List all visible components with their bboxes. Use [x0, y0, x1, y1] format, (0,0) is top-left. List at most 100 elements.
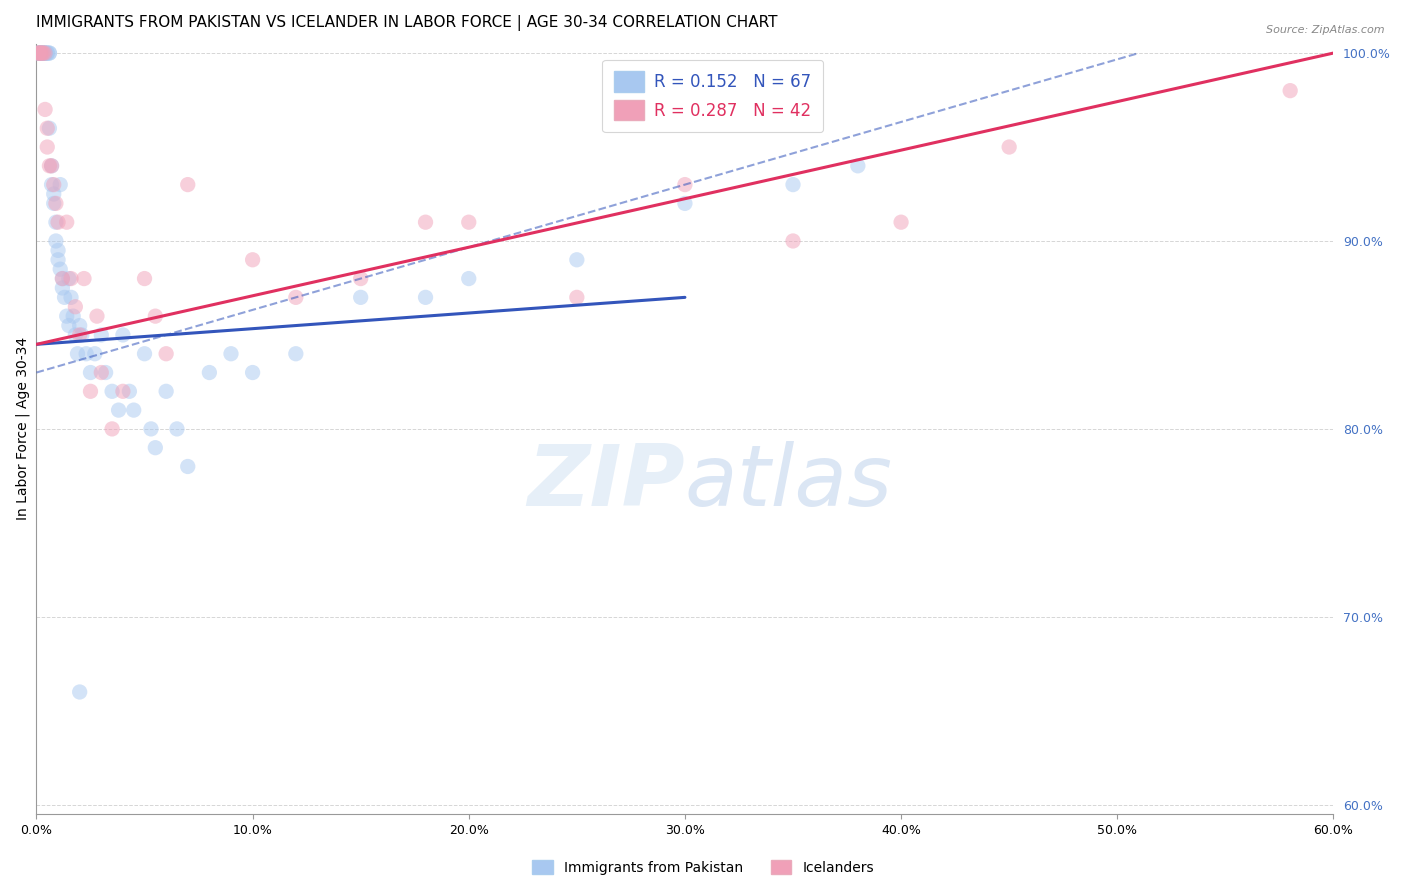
Point: [79, 366, 101, 380]
Point: [415, 290, 437, 304]
Point: [60, 271, 83, 285]
Point: [350, 290, 373, 304]
Point: [177, 459, 200, 474]
Point: [155, 384, 177, 399]
Point: [65, 300, 87, 314]
Point: [34, 45, 56, 60]
Point: [58, 318, 80, 333]
Point: [37, 121, 59, 136]
Point: [782, 178, 804, 192]
Point: [46, 244, 69, 258]
Point: [58, 271, 80, 285]
Point: [69, 327, 91, 342]
Point: [70, 327, 93, 342]
Point: [998, 140, 1021, 154]
Point: [34, 45, 56, 60]
Y-axis label: In Labor Force | Age 30-34: In Labor Force | Age 30-34: [15, 337, 30, 520]
Point: [38, 45, 60, 60]
Point: [65, 327, 87, 342]
Point: [177, 178, 200, 192]
Point: [242, 366, 264, 380]
Point: [30, 45, 52, 60]
Point: [101, 422, 124, 436]
Point: [198, 366, 221, 380]
Point: [27, 45, 49, 60]
Point: [284, 347, 307, 361]
Point: [782, 234, 804, 248]
Point: [60, 290, 83, 304]
Point: [37, 140, 59, 154]
Point: [27, 45, 49, 60]
Point: [41, 178, 63, 192]
Point: [38, 121, 60, 136]
Point: [32, 45, 55, 60]
Point: [73, 271, 96, 285]
Point: [45, 234, 67, 248]
Point: [219, 347, 242, 361]
Point: [134, 271, 156, 285]
Point: [55, 215, 77, 229]
Point: [30, 45, 52, 60]
Point: [1279, 84, 1302, 98]
Point: [242, 252, 264, 267]
Point: [27, 45, 49, 60]
Point: [51, 281, 73, 295]
Point: [49, 262, 72, 277]
Point: [143, 441, 166, 455]
Point: [42, 196, 65, 211]
Point: [55, 309, 77, 323]
Point: [30, 45, 52, 60]
Point: [49, 178, 72, 192]
Point: [32, 45, 55, 60]
Point: [51, 271, 73, 285]
Point: [32, 45, 55, 60]
Point: [38, 45, 60, 60]
Point: [42, 178, 65, 192]
Point: [350, 271, 373, 285]
Point: [565, 290, 588, 304]
Point: [30, 45, 52, 60]
Point: [30, 45, 52, 60]
Point: [155, 347, 177, 361]
Text: atlas: atlas: [685, 442, 893, 524]
Point: [83, 347, 105, 361]
Point: [53, 290, 76, 304]
Point: [27, 45, 49, 60]
Point: [673, 178, 696, 192]
Point: [90, 366, 112, 380]
Text: Source: ZipAtlas.com: Source: ZipAtlas.com: [1267, 25, 1385, 35]
Point: [134, 347, 156, 361]
Point: [111, 327, 134, 342]
Point: [122, 403, 145, 417]
Legend: Immigrants from Pakistan, Icelanders: Immigrants from Pakistan, Icelanders: [526, 855, 880, 880]
Point: [90, 327, 112, 342]
Point: [118, 384, 141, 399]
Point: [34, 45, 56, 60]
Point: [75, 347, 97, 361]
Point: [46, 215, 69, 229]
Point: [34, 45, 56, 60]
Point: [32, 45, 55, 60]
Text: IMMIGRANTS FROM PAKISTAN VS ICELANDER IN LABOR FORCE | AGE 30-34 CORRELATION CHA: IMMIGRANTS FROM PAKISTAN VS ICELANDER IN…: [37, 15, 778, 31]
Point: [51, 271, 73, 285]
Point: [143, 309, 166, 323]
Point: [38, 159, 60, 173]
Point: [565, 252, 588, 267]
Point: [457, 271, 479, 285]
Point: [457, 215, 479, 229]
Point: [69, 685, 91, 699]
Point: [45, 196, 67, 211]
Point: [69, 318, 91, 333]
Point: [62, 309, 84, 323]
Point: [41, 159, 63, 173]
Point: [284, 290, 307, 304]
Point: [37, 45, 59, 60]
Point: [45, 215, 67, 229]
Point: [46, 252, 69, 267]
Point: [42, 186, 65, 201]
Point: [139, 422, 162, 436]
Point: [166, 422, 188, 436]
Text: ZIP: ZIP: [527, 442, 685, 524]
Point: [34, 103, 56, 117]
Point: [41, 159, 63, 173]
